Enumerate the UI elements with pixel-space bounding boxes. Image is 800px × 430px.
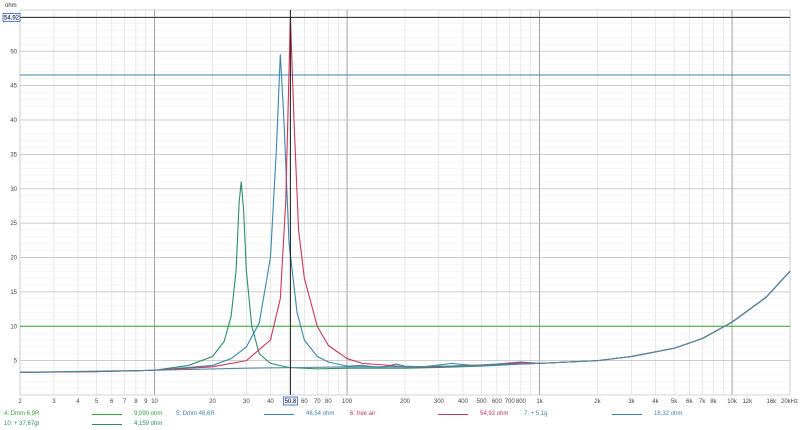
legend-item[interactable]: 4: Dmm 6,9R 9,090 ohm <box>4 410 172 419</box>
x-tick-label: 16k <box>767 399 778 405</box>
legend-value: 46,54 ohm <box>306 411 335 417</box>
x-tick-label: 500 <box>477 399 488 405</box>
x-tick-label: 4k <box>652 399 659 405</box>
reference-lines <box>20 74 790 327</box>
legend-label: 6: free air <box>350 411 376 417</box>
x-tick-label: 2 <box>18 399 22 405</box>
x-tick-label: 12k <box>742 399 753 405</box>
cursor-y-value: 54,92 <box>4 15 20 21</box>
y-tick-label: 45 <box>10 84 17 90</box>
legend-swatch <box>92 414 122 415</box>
x-tick-label: 40 <box>267 399 274 405</box>
y-tick-label: 35 <box>10 152 17 158</box>
y-tick-label: 15 <box>10 290 17 296</box>
x-tick-label: 9 <box>144 399 148 405</box>
cursor: 54,92 50.8 <box>2 10 790 406</box>
legend-label: 7: + 5,1g <box>524 411 548 417</box>
x-tick-label: 30 <box>243 399 250 405</box>
x-tick-label: 800 <box>516 399 527 405</box>
x-tick-label: 4 <box>76 399 80 405</box>
legend-swatch <box>438 414 468 415</box>
cursor-x-box <box>283 396 298 406</box>
y-axis-unit: ohm <box>5 3 17 9</box>
legend-swatch <box>92 424 122 425</box>
x-tick-label: 3 <box>52 399 56 405</box>
y-tick-label: 50 <box>10 49 17 55</box>
x-tick-label: 400 <box>458 399 469 405</box>
x-tick-label: 7k <box>699 399 706 405</box>
x-tick-label: 200 <box>400 399 411 405</box>
legend-value: 4,159 ohm <box>134 421 163 427</box>
legend-label: 4: Dmm 6,9R <box>4 411 40 417</box>
x-tick-label: 7 <box>123 399 127 405</box>
x-tick-label: 60 <box>301 399 308 405</box>
y-tick-label: 30 <box>10 187 17 193</box>
x-tick-label: 70 <box>314 399 321 405</box>
x-tick-label: 2k <box>594 399 601 405</box>
legend-item[interactable]: 7: + 5,1g 18,32 ohm <box>524 410 692 419</box>
x-tick-label: 3k <box>628 399 635 405</box>
legend-item[interactable]: 6: free air 54,92 ohm <box>350 410 518 419</box>
legend-swatch <box>264 414 294 415</box>
cursor-y-box <box>2 13 21 22</box>
grid-minor <box>19 10 791 395</box>
plot-frame <box>19 9 791 396</box>
x-axis-ticks: 2 3 4 5 6 7 8 9 10 20 30 40 60 70 80 100 200 300 400 500 600… <box>18 399 798 405</box>
x-tick-label: 1k <box>536 399 543 405</box>
y-tick-label: 20 <box>10 256 17 262</box>
series-line <box>19 270 791 373</box>
x-tick-label: 100 <box>342 399 353 405</box>
cursor-x-value: 50.8 <box>285 399 297 405</box>
legend-item[interactable]: 10: + 37,67gr 4,159 ohm <box>4 420 172 429</box>
legend: 4: Dmm 6,9R 9,090 ohm 5: Dmm 46,6R 46,54 oh… <box>4 410 796 430</box>
legend-value: 54,92 ohm <box>480 411 509 417</box>
legend-label: 10: + 37,67gr <box>4 421 40 427</box>
y-tick-label: 10 <box>10 324 17 330</box>
x-tick-label: 5 <box>95 399 99 405</box>
series-group <box>19 16 791 373</box>
legend-row: 10: + 37,67gr 4,159 ohm <box>4 420 796 429</box>
x-tick-label: 20kHz <box>781 399 798 405</box>
legend-value: 9,090 ohm <box>134 411 163 417</box>
x-tick-label: 80 <box>325 399 332 405</box>
x-tick-label: 8 <box>134 399 138 405</box>
x-tick-label: 5k <box>671 399 678 405</box>
legend-swatch <box>612 414 642 415</box>
legend-label: 5: Dmm 46,6R <box>176 411 215 417</box>
x-tick-label: 8k <box>710 399 717 405</box>
y-axis-ticks: 5 10 15 20 25 30 35 40 45 50 <box>10 49 17 364</box>
x-tick-label: 10 <box>151 399 158 405</box>
x-tick-label: 6k <box>686 399 693 405</box>
x-tick-label: 20 <box>209 399 216 405</box>
y-tick-label: 5 <box>14 359 18 365</box>
x-tick-label: 300 <box>434 399 445 405</box>
y-tick-label: 25 <box>10 221 17 227</box>
x-tick-label: 600 <box>492 399 503 405</box>
x-tick-label: 10k <box>727 399 738 405</box>
legend-item[interactable]: 5: Dmm 46,6R 46,54 ohm <box>176 410 344 419</box>
x-tick-label: 6 <box>110 399 114 405</box>
legend-value: 18,32 ohm <box>654 411 683 417</box>
x-tick-label: 700 <box>505 399 516 405</box>
y-tick-label: 40 <box>10 118 17 124</box>
legend-row: 4: Dmm 6,9R 9,090 ohm 5: Dmm 46,6R 46,54 oh… <box>4 410 796 419</box>
